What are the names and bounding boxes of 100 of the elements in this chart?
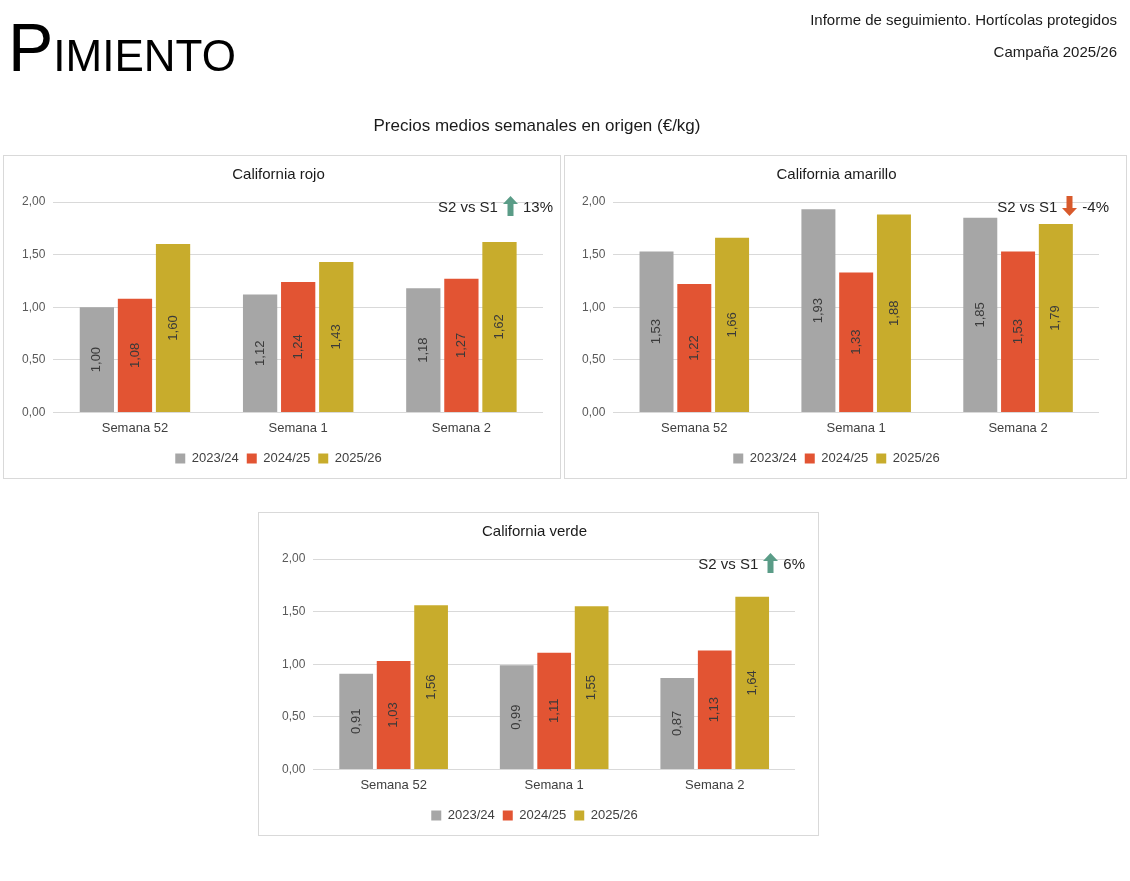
y-tick-label: 1,50 [582, 246, 606, 261]
annotation: -4% [1082, 197, 1109, 215]
bar [117, 298, 153, 412]
text: Informe de seguimiento. Hortícolas protegidos [810, 11, 1117, 28]
bar [574, 606, 609, 769]
bar [242, 294, 278, 412]
bar [801, 209, 836, 412]
bar [482, 241, 517, 412]
legend-label: 2023/24 [447, 807, 495, 823]
y-tick-label: 0,00 [582, 404, 606, 419]
bar [79, 307, 115, 412]
data-label: 1,33 [847, 329, 863, 355]
y-tick-label: 0,50 [282, 709, 306, 724]
bar [537, 652, 572, 769]
x-tick-label: Semana 52 [661, 419, 728, 435]
data-label: 1,08 [126, 342, 142, 368]
data-label: 0,99 [508, 704, 524, 730]
y-tick-label: 1,50 [22, 246, 46, 261]
bar [1038, 224, 1073, 412]
bar [499, 665, 534, 769]
data-label: 1,11 [545, 698, 561, 723]
chart-title: California verde [481, 522, 588, 540]
legend-label: 2025/26 [590, 807, 638, 823]
legend-label: 2024/25 [821, 450, 869, 466]
y-tick-label: 2,00 [582, 194, 606, 209]
y-tick-label: 1,50 [282, 603, 306, 618]
bar [660, 677, 695, 769]
chart-title: California rojo [232, 165, 325, 183]
y-tick-label: 1,00 [282, 656, 306, 671]
legend-label: 2023/24 [749, 450, 797, 466]
data-label: 1,62 [491, 314, 507, 340]
data-label: 1,64 [743, 670, 759, 696]
bar [376, 661, 411, 769]
annotation: 13% [522, 197, 553, 215]
data-label: 1,13 [706, 697, 722, 723]
bar [839, 272, 874, 412]
annotation: S2 vs S1 [698, 554, 759, 572]
bar [697, 650, 732, 769]
data-label: 1,43 [327, 324, 343, 350]
x-tick-label: Semana 2 [988, 419, 1048, 435]
data-label: 1,60 [164, 315, 180, 341]
data-label: 1,53 [648, 319, 664, 345]
annotation: 6% [783, 554, 805, 572]
x-tick-label: Semana 52 [101, 419, 169, 435]
legend-label: 2024/25 [519, 807, 567, 823]
data-label: 1,12 [251, 340, 267, 366]
chart-title: California amarillo [776, 165, 897, 183]
data-label: 1,03 [385, 702, 401, 728]
text: PIMIENTO [8, 9, 236, 87]
data-label: 1,85 [971, 302, 987, 328]
data-label: 1,27 [452, 332, 468, 358]
bar [715, 237, 750, 412]
legend-label: 2025/26 [892, 450, 940, 466]
data-label: 1,24 [289, 334, 305, 360]
data-label: 1,66 [723, 312, 739, 338]
bar [319, 261, 354, 412]
legend-label: 2024/25 [263, 450, 311, 466]
y-tick-label: 1,00 [22, 299, 46, 314]
y-tick-label: 0,50 [582, 352, 606, 367]
bar [444, 278, 479, 412]
bar [735, 596, 770, 769]
data-label: 0,91 [347, 708, 363, 734]
annotation: S2 vs S1 [437, 197, 498, 215]
data-label: 1,18 [414, 337, 430, 363]
y-tick-label: 1,00 [582, 299, 606, 314]
text: Precios medios semanales en origen (€/kg) [373, 116, 701, 136]
annotation: S2 vs S1 [997, 197, 1058, 215]
y-tick-label: 0,00 [22, 404, 46, 419]
data-label: 1,00 [88, 346, 104, 373]
bar [339, 673, 374, 769]
data-label: 1,55 [583, 674, 599, 701]
bar [414, 605, 448, 769]
data-label: 1,56 [422, 674, 438, 700]
data-label: 1,88 [885, 300, 901, 326]
legend-label: 2025/26 [334, 450, 382, 466]
data-label: 1,22 [685, 335, 701, 361]
data-label: 1,93 [809, 297, 825, 324]
bar [281, 281, 316, 412]
bar [639, 251, 674, 412]
data-label: 1,79 [1047, 305, 1063, 331]
y-tick-label: 2,00 [22, 194, 46, 209]
bar [876, 214, 911, 412]
x-tick-label: Semana 52 [360, 776, 427, 792]
bar [963, 217, 998, 412]
x-tick-label: Semana 1 [524, 776, 584, 792]
x-tick-label: Semana 2 [431, 419, 492, 435]
x-tick-label: Semana 1 [268, 419, 328, 435]
data-label: 0,87 [668, 710, 684, 737]
data-label: 1,53 [1009, 319, 1025, 345]
text: Campaña 2025/26 [993, 43, 1117, 60]
x-tick-label: Semana 1 [826, 419, 886, 435]
x-tick-label: Semana 2 [685, 776, 745, 792]
legend-label: 2023/24 [191, 450, 239, 466]
y-tick-label: 0,00 [282, 761, 306, 776]
y-tick-label: 2,00 [282, 551, 306, 566]
y-tick-label: 0,50 [22, 352, 46, 367]
bar [677, 284, 712, 412]
bar [155, 244, 191, 412]
bar [406, 288, 441, 412]
bar [1001, 251, 1036, 412]
